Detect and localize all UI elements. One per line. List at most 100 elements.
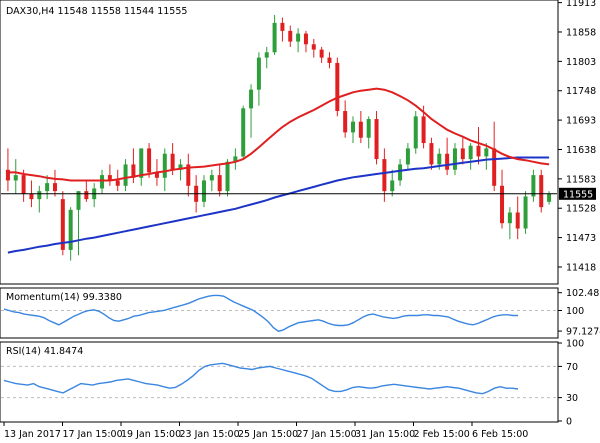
candle-body	[523, 196, 528, 229]
rsi-axis: 100 70 30 0	[558, 339, 584, 428]
candle-body	[398, 164, 403, 181]
momentum-tick-label: 102.4835	[566, 288, 600, 299]
candle-body	[264, 52, 269, 58]
candle	[115, 169, 120, 192]
rsi-tick-label: 100	[566, 339, 584, 350]
candle-body	[335, 62, 340, 112]
candle-body	[209, 175, 214, 181]
candle	[531, 169, 536, 202]
candle-body	[382, 159, 387, 192]
candle-body	[60, 199, 65, 250]
time-tick-label: 31 Jan 15:00	[355, 429, 415, 440]
candle-body	[241, 108, 246, 157]
candle	[335, 57, 340, 117]
price-tick-label: 11528	[566, 204, 596, 215]
price-axis[interactable]: 11913 11858 11803 11748 11693 11638 11583 11528…	[558, 0, 596, 273]
momentum-line	[3, 294, 518, 333]
candle	[107, 164, 112, 186]
candle	[452, 143, 457, 176]
candle-body	[107, 175, 112, 181]
momentum-axis: 102.4835 100 97.1274	[558, 288, 600, 338]
price-tick-label: 11693	[566, 116, 596, 127]
candle	[296, 28, 301, 53]
candle-body	[460, 148, 465, 160]
candle	[429, 137, 434, 170]
candle-body	[272, 22, 277, 53]
candle-body	[52, 183, 57, 192]
candle	[351, 116, 356, 144]
candle-body	[445, 153, 450, 170]
candle	[460, 137, 465, 165]
candle-body	[280, 22, 285, 31]
price-tick-label: 11638	[566, 145, 596, 156]
candle-body	[115, 180, 120, 186]
candle	[484, 143, 489, 170]
candle	[225, 159, 230, 197]
rsi-pane[interactable]: RSI(14) 41.8474	[0, 341, 559, 423]
candle	[539, 169, 544, 213]
candle	[468, 143, 473, 170]
candle-body	[131, 164, 136, 178]
candle	[319, 46, 324, 63]
candle-body	[500, 185, 505, 224]
candle	[217, 164, 222, 197]
candle-body	[201, 180, 206, 202]
candle	[264, 46, 269, 69]
candle-body	[249, 89, 254, 109]
candle-body	[413, 116, 418, 149]
candle-body	[225, 161, 230, 192]
candle	[398, 159, 403, 186]
candle	[249, 84, 254, 138]
candle-body	[162, 153, 167, 178]
time-tick-label: 19 Jan 15:00	[121, 429, 181, 440]
candle	[45, 175, 50, 200]
candle	[100, 169, 105, 194]
candle	[186, 153, 191, 197]
candle-body	[303, 33, 308, 45]
candle	[405, 143, 410, 170]
momentum-tick-label: 100	[566, 306, 584, 317]
candle	[52, 169, 57, 197]
candle	[139, 148, 144, 186]
rsi-title: RSI(14) 41.8474	[6, 346, 83, 357]
candle-body	[45, 183, 50, 192]
candle	[390, 169, 395, 197]
candle	[123, 159, 128, 192]
candle-body	[452, 148, 457, 170]
rsi-tick-label: 70	[566, 362, 578, 373]
price-pane[interactable]: DAX30,H4 11548 11558 11544 11555	[0, 0, 559, 285]
candle-body	[13, 175, 18, 181]
candle-body	[366, 119, 371, 138]
time-tick-label: 27 Jan 15:00	[297, 429, 357, 440]
candle	[68, 207, 73, 261]
candle-body	[327, 57, 332, 63]
candle-body	[343, 111, 348, 133]
candle	[5, 148, 10, 192]
candle-body	[84, 191, 89, 200]
candle	[327, 52, 332, 69]
candle	[343, 100, 348, 138]
chart-title: DAX30,H4 11548 11558 11544 11555	[6, 6, 187, 17]
candle-body	[390, 180, 395, 192]
candle	[13, 159, 18, 194]
candle-body	[515, 212, 520, 229]
candle	[523, 191, 528, 234]
candle-body	[374, 119, 379, 160]
candle-body	[437, 153, 442, 165]
candle-body	[21, 175, 26, 194]
rsi-line	[3, 362, 519, 395]
candle	[162, 148, 167, 192]
candle	[201, 175, 206, 208]
time-tick-label: 13 Jan 2017	[4, 429, 61, 440]
candle	[515, 196, 520, 240]
momentum-pane[interactable]: Momentum(14) 99.3380	[0, 287, 559, 339]
price-tick-label: 11418	[566, 262, 596, 273]
price-tick-label: 11858	[566, 27, 596, 38]
candle-body	[421, 116, 426, 144]
candle-body	[484, 148, 489, 157]
candle	[272, 14, 277, 55]
candle-body	[178, 164, 183, 170]
candle	[382, 148, 387, 202]
candle-body	[405, 148, 410, 165]
candle-body	[37, 191, 42, 200]
